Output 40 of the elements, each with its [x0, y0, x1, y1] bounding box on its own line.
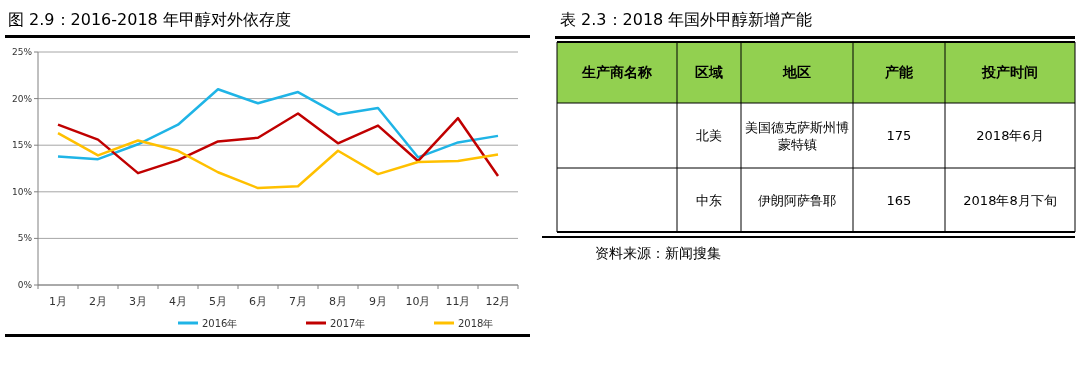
- x-tick-label: 6月: [249, 295, 267, 308]
- y-tick-label: 0%: [17, 280, 33, 290]
- x-tick-label: 11月: [445, 295, 471, 308]
- x-tick-label: 3月: [129, 295, 147, 308]
- text: 伊朗阿萨鲁耶: [758, 192, 836, 208]
- y-tick-label: 15%: [11, 140, 33, 151]
- legend-label: 2016年: [202, 318, 238, 329]
- category-label: 投产时间: [981, 64, 1038, 81]
- y-tick-label: 25%: [11, 47, 33, 57]
- y-tick-label: 10%: [11, 186, 33, 197]
- x-tick-label: 10月: [405, 295, 431, 308]
- text: 表 2.3：2018 年国外甲醇新增产能: [560, 10, 813, 29]
- category-label: 产能: [884, 64, 914, 81]
- legend-label: 2017年: [330, 318, 366, 329]
- text: 美国德克萨斯州博蒙特镇: [745, 119, 849, 152]
- category-label: 生产商名称: [581, 64, 652, 81]
- x-tick-label: 12月: [485, 295, 511, 308]
- x-tick-label: 1月: [49, 295, 67, 308]
- line-series: [56, 112, 500, 178]
- legend-label: 2018年: [458, 318, 494, 329]
- text: 2018年8月下旬: [963, 192, 1057, 208]
- text: 北美: [696, 128, 722, 144]
- x-tick-label: 9月: [369, 295, 387, 308]
- text: 2018年6月: [976, 128, 1044, 144]
- x-tick-label: 7月: [289, 295, 307, 308]
- x-tick-label: 5月: [209, 295, 227, 308]
- text: 中东: [696, 192, 722, 208]
- x-tick-label: 4月: [169, 295, 187, 308]
- x-tick-label: 2月: [89, 295, 107, 308]
- category-label: 地区: [782, 64, 811, 81]
- line-series: [56, 131, 500, 190]
- y-tick-label: 5%: [17, 233, 33, 244]
- text: 175: [886, 128, 912, 144]
- x-tick-label: 8月: [329, 295, 347, 308]
- line-series: [56, 88, 500, 161]
- text: 165: [886, 192, 912, 208]
- y-tick-label: 20%: [11, 93, 33, 104]
- chart-title: 图 2.9：2016-2018 年甲醇对外依存度: [8, 10, 291, 29]
- text: 资料来源：新闻搜集: [595, 245, 721, 261]
- category-label: 区域: [695, 64, 723, 81]
